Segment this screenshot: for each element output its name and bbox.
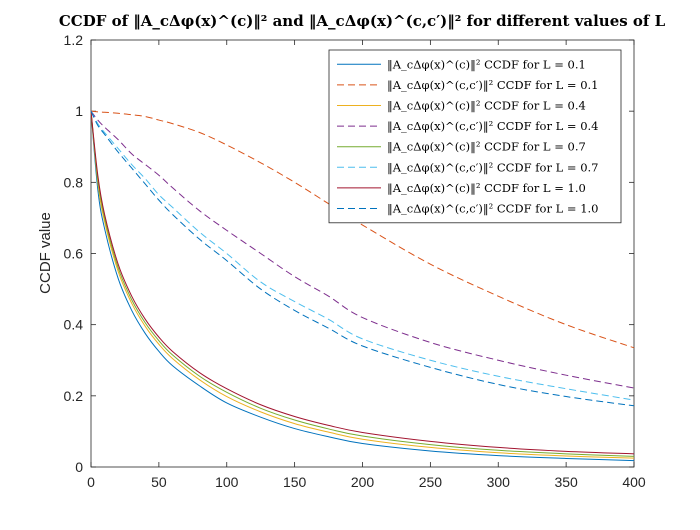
series-line-1	[90, 111, 635, 462]
legend-entry-label: ‖A_cΔφ(x)^(c,c′)‖² CCDF for L = 0.1	[387, 78, 599, 93]
y-tick-label: 1.2	[64, 32, 84, 48]
y-tick-label: 0.6	[64, 246, 84, 262]
legend-entry-label: ‖A_cΔφ(x)^(c)‖² CCDF for L = 0.4	[387, 99, 586, 114]
x-tick-label: 0	[87, 474, 95, 490]
y-tick-label: 1	[75, 103, 83, 119]
y-axis-label: CCDF value	[37, 212, 54, 294]
x-tick-label: 200	[351, 474, 375, 490]
legend: ‖A_cΔφ(x)^(c)‖² CCDF for L = 0.1 ‖A_cΔφ(x…	[328, 49, 622, 224]
series-line-3	[90, 111, 635, 459]
legend-entry-label: ‖A_cΔφ(x)^(c)‖² CCDF for L = 1.0	[387, 181, 586, 196]
series-line-2	[90, 110, 635, 349]
series-line-5	[90, 111, 635, 457]
x-tick-label: 300	[487, 474, 511, 490]
x-tick-label: 50	[151, 474, 167, 490]
x-tick-label: 350	[554, 474, 578, 490]
y-tick-label: 0.4	[64, 317, 84, 333]
series-line-4	[90, 110, 635, 389]
y-tick-label: 0.2	[64, 388, 84, 404]
y-tick-label: 0	[75, 459, 83, 475]
series-line-8	[90, 110, 635, 407]
chart-title: CCDF of ‖A_cΔφ(x)^(c)‖² and ‖A_cΔφ(x)^(c…	[59, 12, 666, 30]
legend-entry-label: ‖A_cΔφ(x)^(c,c′)‖² CCDF for L = 0.4	[387, 119, 599, 134]
x-tick-label: 100	[215, 474, 239, 490]
legend-box	[328, 49, 622, 224]
x-tick-label: 150	[283, 474, 307, 490]
legend-entry-label: ‖A_cΔφ(x)^(c)‖² CCDF for L = 0.1	[387, 57, 586, 72]
legend-entry-label: ‖A_cΔφ(x)^(c,c′)‖² CCDF for L = 0.7	[387, 160, 599, 175]
legend-entry-label: ‖A_cΔφ(x)^(c,c′)‖² CCDF for L = 1.0	[387, 202, 599, 217]
y-tick-label: 0.8	[64, 174, 84, 190]
x-tick-label: 400	[622, 474, 646, 490]
legend-entry-label: ‖A_cΔφ(x)^(c)‖² CCDF for L = 0.7	[387, 140, 586, 155]
series-line-7	[90, 111, 635, 455]
x-tick-label: 250	[419, 474, 443, 490]
series-line-6	[90, 110, 635, 401]
